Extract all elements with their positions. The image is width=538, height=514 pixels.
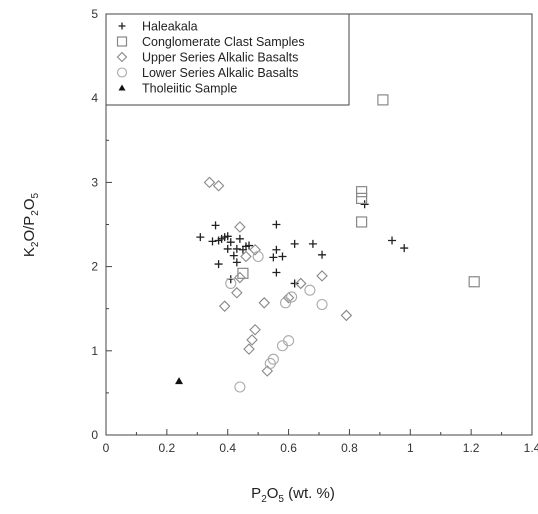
- haleakala-point: [290, 279, 299, 288]
- upper-series-alkalic-basalts-point: [249, 323, 261, 336]
- upper-series-alkalic-basalts-point: [218, 300, 231, 312]
- haleakala-point: [400, 244, 409, 253]
- x-tick-label: 0.6: [280, 441, 297, 455]
- legend-marker-tholeiitic-sample: [118, 84, 126, 91]
- lower-series-alkalic-basalts-point: [276, 340, 289, 352]
- upper-series-alkalic-basalts-point: [231, 286, 243, 299]
- upper-series-alkalic-basalts-point: [240, 250, 252, 263]
- lower-series-alkalic-basalts-point: [304, 284, 316, 296]
- upper-series-alkalic-basalts-point: [203, 176, 216, 189]
- x-tick-label: 0.2: [159, 441, 176, 455]
- y-tick-label: 0: [91, 428, 98, 442]
- legend-label: Lower Series Alkalic Basalts: [142, 66, 298, 80]
- tholeiitic-sample-point: [175, 377, 184, 385]
- haleakala-point: [232, 258, 241, 267]
- x-axis-ticks: 0 0.2 0.4 0.6 0.8 1 1.2 1.4: [103, 429, 538, 455]
- haleakala-point: [272, 268, 281, 277]
- lower-series-alkalic-basalts-point: [225, 277, 237, 289]
- legend-marker-haleakala: [118, 22, 126, 30]
- haleakala-point: [196, 233, 205, 242]
- lower-series-alkalic-basalts-point: [234, 381, 246, 393]
- axis-title-part: K: [21, 247, 38, 257]
- upper-series-alkalic-basalts-point: [261, 365, 274, 377]
- haleakala-point: [223, 244, 232, 253]
- haleakala-point: [229, 251, 238, 260]
- x-tick-label: 1.2: [463, 441, 480, 455]
- haleakala-point: [360, 200, 369, 209]
- upper-series-alkalic-basalts-point: [212, 179, 225, 192]
- conglomerate-clast-samples-point: [356, 216, 368, 228]
- axis-title-part: O: [267, 485, 279, 502]
- legend-label: Tholeiitic Sample: [142, 82, 237, 96]
- haleakala-point: [278, 252, 287, 261]
- upper-series-alkalic-basalts-point: [246, 334, 258, 346]
- x-tick-label: 1: [407, 441, 414, 455]
- legend-box: [105, 13, 350, 106]
- y-axis-title: K2O/P2O5: [21, 192, 41, 257]
- haleakala-point: [245, 241, 254, 250]
- axis-title-subscript: 5: [278, 494, 284, 505]
- legend-marker-conglomerate-clast-samples: [116, 36, 128, 47]
- haleakala-point: [290, 239, 299, 248]
- conglomerate-clast-samples-point: [356, 192, 368, 204]
- data-points: [175, 94, 480, 393]
- haleakala-point: [208, 237, 217, 246]
- haleakala-point: [226, 238, 235, 247]
- y-tick-label: 2: [91, 260, 98, 274]
- lower-series-alkalic-basalts-point: [316, 298, 328, 311]
- upper-series-alkalic-basalts-point: [243, 343, 255, 355]
- haleakala-point: [308, 239, 317, 248]
- conglomerate-clast-samples-point: [377, 94, 389, 106]
- axis-title-part: O/P: [21, 216, 38, 242]
- y-tick-label: 4: [91, 91, 98, 105]
- legend-label: Haleakala: [142, 20, 198, 34]
- x-tick-label: 1.4: [524, 441, 538, 455]
- upper-series-alkalic-basalts-point: [282, 291, 295, 304]
- y-tick-label: 1: [91, 344, 98, 358]
- conglomerate-clast-samples-point: [237, 267, 249, 279]
- lower-series-alkalic-basalts-point: [264, 357, 276, 369]
- haleakala-point: [211, 221, 220, 230]
- haleakala-point: [214, 260, 223, 269]
- upper-series-alkalic-basalts-point: [294, 277, 307, 290]
- lower-series-alkalic-basalts-point: [279, 297, 292, 309]
- lower-series-alkalic-basalts-point: [286, 291, 298, 303]
- legend-marker-lower-series-alkalic-basalts: [116, 67, 128, 78]
- x-tick-label: 0: [103, 441, 110, 455]
- haleakala-point: [269, 253, 278, 262]
- legend-marker-upper-series-alkalic-basalts: [116, 51, 128, 63]
- x-axis-title: P2O5 (wt. %): [251, 485, 335, 505]
- upper-series-alkalic-basalts-point: [234, 221, 246, 233]
- upper-series-alkalic-basalts-point: [316, 270, 328, 282]
- axis-title-subscript: 5: [30, 192, 41, 198]
- haleakala-point: [223, 232, 232, 241]
- x-tick-label: 0.4: [219, 441, 236, 455]
- axis-title-part: P: [251, 485, 261, 502]
- upper-series-alkalic-basalts-point: [249, 243, 261, 256]
- haleakala-point: [235, 234, 244, 243]
- conglomerate-clast-samples-point: [356, 186, 368, 198]
- axis-title-part: O: [21, 198, 38, 210]
- legend-label: Conglomerate Clast Samples: [142, 35, 305, 49]
- haleakala-point: [318, 250, 327, 259]
- upper-series-alkalic-basalts-point: [340, 309, 353, 322]
- axis-title-subscript: 2: [30, 241, 41, 247]
- haleakala-point: [272, 245, 281, 254]
- upper-series-alkalic-basalts-point: [258, 297, 271, 309]
- axis-title-part: (wt. %): [284, 485, 335, 502]
- haleakala-point: [272, 220, 281, 229]
- upper-series-alkalic-basalts-point: [234, 271, 246, 284]
- lower-series-alkalic-basalts-point: [252, 250, 264, 263]
- conglomerate-clast-samples-point: [468, 276, 480, 288]
- haleakala-point: [388, 236, 397, 245]
- legend-label: Upper Series Alkalic Basalts: [142, 51, 298, 65]
- x-tick-label: 0.8: [341, 441, 358, 455]
- haleakala-point: [232, 244, 241, 253]
- y-tick-label: 5: [91, 7, 98, 21]
- axis-title-subscript: 2: [30, 210, 41, 216]
- axis-title-subscript: 2: [261, 494, 267, 505]
- y-tick-label: 3: [91, 175, 98, 189]
